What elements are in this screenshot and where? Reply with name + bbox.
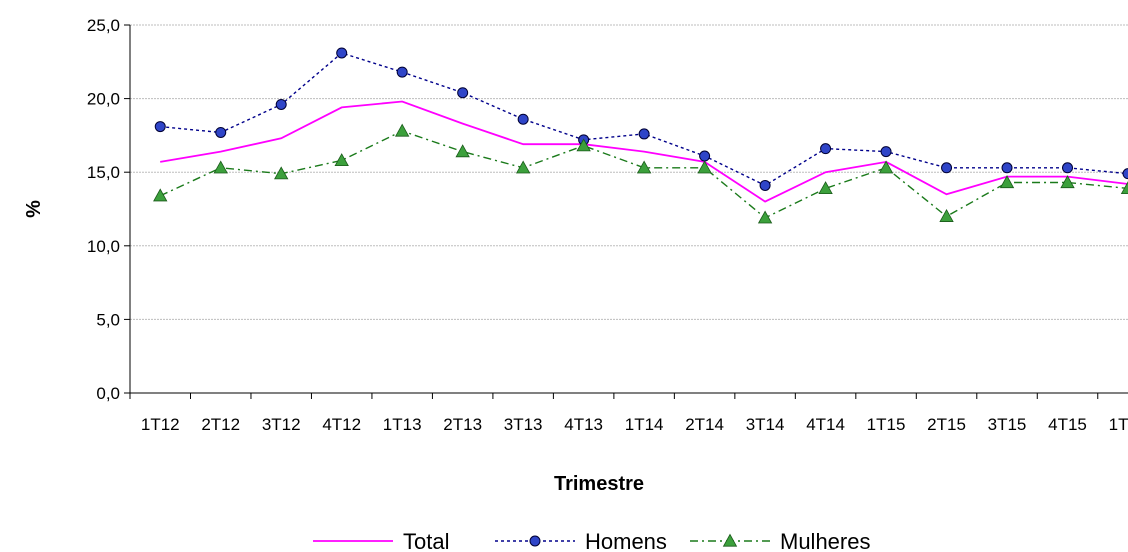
- x-tick-label: 4T14: [806, 415, 845, 434]
- x-tick-label: 2T12: [201, 415, 240, 434]
- legend-label-mulheres: Mulheres: [780, 529, 870, 552]
- x-tick-label: 4T13: [564, 415, 603, 434]
- legend-label-total: Total: [403, 529, 449, 552]
- legend: Total Homens Mulheres: [313, 529, 870, 552]
- data-point-homens: [275, 98, 287, 110]
- data-point-homens: [1001, 162, 1013, 174]
- legend-label-homens: Homens: [585, 529, 667, 552]
- data-point-mulheres: [939, 209, 954, 222]
- y-tick-label: 0,0: [96, 384, 120, 403]
- data-point-mulheres: [576, 138, 591, 152]
- data-point-mulheres: [636, 160, 652, 174]
- data-point-mulheres: [213, 160, 228, 174]
- data-point-mulheres: [697, 160, 712, 174]
- data-point-homens: [336, 47, 348, 59]
- y-tick-label: 5,0: [96, 310, 120, 329]
- x-tick-label: 2T13: [443, 415, 482, 434]
- data-point-homens: [1062, 162, 1074, 174]
- data-point-mulheres: [999, 175, 1015, 189]
- data-point-homens: [941, 162, 953, 174]
- x-axis-title: Trimestre: [554, 473, 644, 495]
- x-tick-label: 1T14: [625, 415, 664, 434]
- data-point-mulheres: [1060, 175, 1075, 189]
- x-tick-label: 1T15: [867, 415, 906, 434]
- data-point-homens: [699, 150, 711, 162]
- x-tick-label: 3T15: [988, 415, 1027, 434]
- data-point-homens: [517, 113, 529, 125]
- x-tick-label: 3T12: [262, 415, 301, 434]
- plot-axes: [124, 24, 1128, 399]
- y-tick-label: 20,0: [87, 90, 120, 109]
- x-tick-label: 2T15: [927, 415, 966, 434]
- x-tick-label: 1T13: [383, 415, 422, 434]
- data-point-mulheres: [515, 160, 531, 174]
- data-point-homens: [1122, 168, 1128, 180]
- x-tick-labels: 1T12 2T12 3T12 4T12 1T13 2T13 3T13 4T13 1T14 2T14…: [141, 415, 1128, 434]
- legend-marker-homens: [529, 535, 541, 547]
- data-point-mulheres: [818, 181, 833, 194]
- data-point-mulheres: [274, 166, 289, 180]
- data-point-homens: [457, 87, 469, 99]
- series-line-mulheres: [159, 130, 1128, 219]
- y-tick-label: 15,0: [87, 163, 120, 182]
- y-tick-label: 10,0: [87, 237, 120, 256]
- legend-marker-mulheres: [722, 533, 738, 547]
- data-point-mulheres: [153, 188, 168, 202]
- data-point-homens: [638, 128, 650, 140]
- data-point-mulheres: [757, 210, 773, 224]
- y-axis-title: %: [23, 200, 45, 218]
- data-point-homens: [396, 66, 408, 78]
- data-point-mulheres: [455, 144, 470, 158]
- data-point-mulheres: [395, 123, 410, 137]
- x-tick-label: 3T13: [504, 415, 543, 434]
- x-tick-label: 3T14: [746, 415, 785, 434]
- data-point-homens: [154, 121, 166, 133]
- data-point-mulheres: [1120, 181, 1128, 194]
- series-markers: [153, 47, 1128, 224]
- x-tick-label: 4T12: [322, 415, 361, 434]
- series-line-total: [160, 100, 1128, 203]
- x-tick-label: 1T16: [1109, 415, 1128, 434]
- x-tick-label: 4T15: [1048, 415, 1087, 434]
- data-point-homens: [759, 179, 771, 191]
- gridlines: [130, 24, 1128, 320]
- y-tick-labels: 0,0 5,0 10,0 15,0 20,0 25,0: [87, 16, 120, 403]
- data-point-homens: [880, 146, 892, 158]
- data-point-homens: [820, 143, 832, 155]
- data-point-mulheres: [878, 160, 894, 174]
- x-tick-label: 2T14: [685, 415, 724, 434]
- data-point-homens: [215, 126, 227, 138]
- y-tick-label: 25,0: [87, 16, 120, 35]
- x-tick-label: 1T12: [141, 415, 180, 434]
- data-point-mulheres: [334, 153, 349, 167]
